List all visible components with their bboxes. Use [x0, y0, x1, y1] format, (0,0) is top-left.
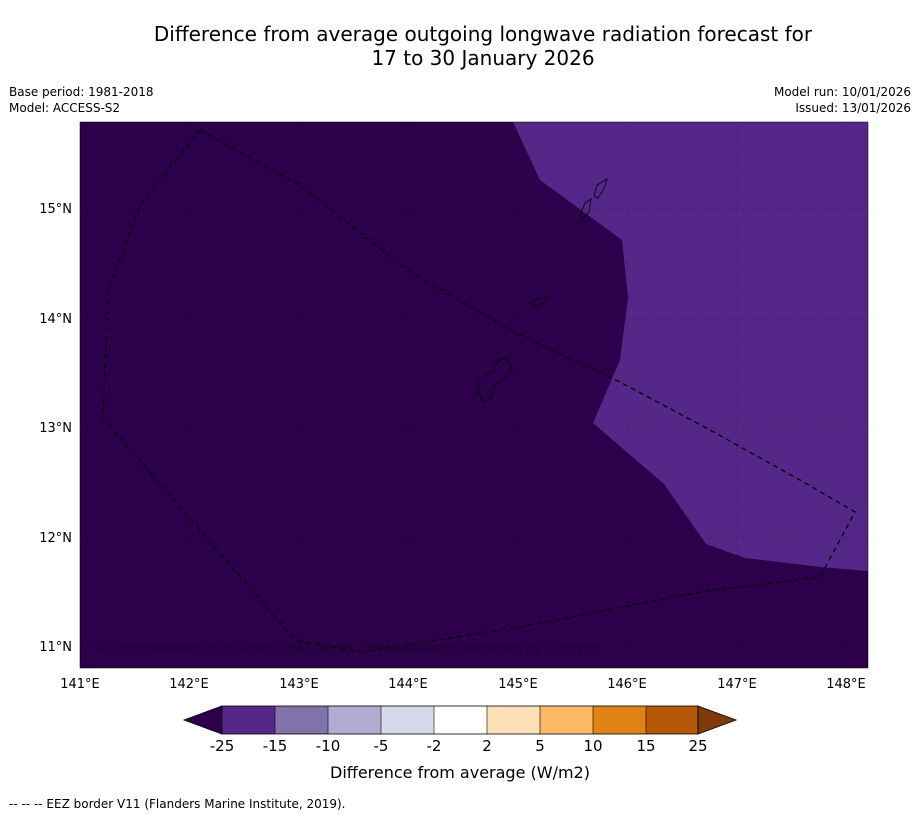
- map-panel: © Commonwealth of Australia 2026, Bureau…: [79, 121, 869, 669]
- issued-date: Issued: 13/01/2026: [795, 101, 911, 115]
- colorbar-tick: 15: [636, 737, 655, 755]
- chart-title: Difference from average outgoing longwav…: [0, 22, 919, 70]
- colorbar-swatch: [381, 706, 434, 734]
- gridlines: [80, 122, 868, 668]
- title-line-1: Difference from average outgoing longwav…: [153, 22, 813, 46]
- lon-tick: 142°E: [169, 677, 209, 692]
- lon-tick: 146°E: [607, 677, 647, 692]
- colorbar-swatch: [646, 706, 698, 734]
- lon-tick: 148°E: [826, 677, 866, 692]
- colorbar-swatch: [328, 706, 381, 734]
- colorbar: -25 -15 -10 -5 -2 2 5 10 15 25 Differenc…: [182, 705, 738, 782]
- colorbar-swatch: [487, 706, 540, 734]
- lat-tick: 13°N: [39, 421, 72, 436]
- lat-tick: 12°N: [39, 531, 72, 546]
- lat-tick: 11°N: [39, 640, 72, 655]
- colorbar-tick: -15: [263, 737, 288, 755]
- islands: [477, 178, 608, 403]
- colorbar-tick: 2: [482, 737, 492, 755]
- lon-tick: 147°E: [717, 677, 757, 692]
- lon-tick: 141°E: [60, 677, 100, 692]
- map-frame: [79, 121, 869, 669]
- title-line-2: 17 to 30 January 2026: [371, 46, 595, 70]
- anomaly-region-mid: [513, 122, 868, 571]
- base-period: Base period: 1981-2018: [9, 85, 154, 99]
- meta-left: Base period: 1981-2018 Model: ACCESS-S2: [9, 84, 154, 116]
- footnote: -- -- -- EEZ border V11 (Flanders Marine…: [9, 797, 346, 811]
- meta-right: Model run: 10/01/2026 Issued: 13/01/2026: [774, 84, 911, 116]
- colorbar-tick: 10: [583, 737, 602, 755]
- colorbar-extend-low: [182, 705, 223, 735]
- colorbar-tick: 25: [688, 737, 707, 755]
- island-saipan: [593, 178, 608, 199]
- colorbar-tick: 5: [535, 737, 545, 755]
- colorbar-tick: -25: [210, 737, 235, 755]
- lon-tick: 144°E: [388, 677, 428, 692]
- colorbar-frame: [221, 705, 699, 735]
- lat-tick: 15°N: [39, 202, 72, 217]
- lon-tick-labels: 141°E 142°E 143°E 144°E 145°E 146°E 147°…: [60, 677, 866, 692]
- model-run: Model run: 10/01/2026: [773, 85, 911, 99]
- colorbar-dividers: [274, 706, 647, 734]
- island-tinian: [577, 198, 592, 226]
- colorbar-tick: -5: [374, 737, 389, 755]
- island-guam: [477, 357, 513, 403]
- island-rota: [530, 296, 549, 308]
- colorbar-label: Difference from average (W/m2): [330, 763, 590, 782]
- lat-tick: 14°N: [39, 312, 72, 327]
- colorbar-tick: -10: [316, 737, 341, 755]
- lon-tick: 143°E: [279, 677, 319, 692]
- lon-tick: 145°E: [498, 677, 538, 692]
- lat-tick-labels: 15°N 14°N 13°N 12°N 11°N: [39, 202, 72, 655]
- copyright-text: © Commonwealth of Australia 2026, Bureau…: [93, 641, 598, 655]
- colorbar-ticks: -25 -15 -10 -5 -2 2 5 10 15 25: [210, 737, 708, 755]
- colorbar-extend-high: [697, 705, 738, 735]
- colorbar-tick: -2: [427, 737, 442, 755]
- eez-border: [102, 129, 856, 653]
- colorbar-swatch: [593, 706, 646, 734]
- colorbar-swatch: [275, 706, 328, 734]
- colorbar-swatch: [434, 706, 487, 734]
- colorbar-swatch: [222, 706, 275, 734]
- model-name: Model: ACCESS-S2: [9, 101, 121, 115]
- colorbar-swatch: [540, 706, 593, 734]
